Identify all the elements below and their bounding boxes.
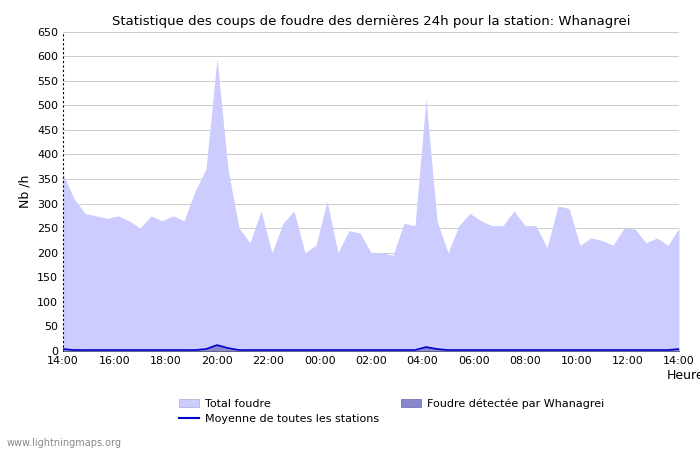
- Y-axis label: Nb /h: Nb /h: [18, 175, 32, 208]
- Title: Statistique des coups de foudre des dernières 24h pour la station: Whanagrei: Statistique des coups de foudre des dern…: [112, 14, 630, 27]
- Text: www.lightningmaps.org: www.lightningmaps.org: [7, 438, 122, 448]
- X-axis label: Heure: Heure: [666, 369, 700, 382]
- Legend: Total foudre, Moyenne de toutes les stations, Foudre détectée par Whanagrei: Total foudre, Moyenne de toutes les stat…: [179, 398, 604, 424]
